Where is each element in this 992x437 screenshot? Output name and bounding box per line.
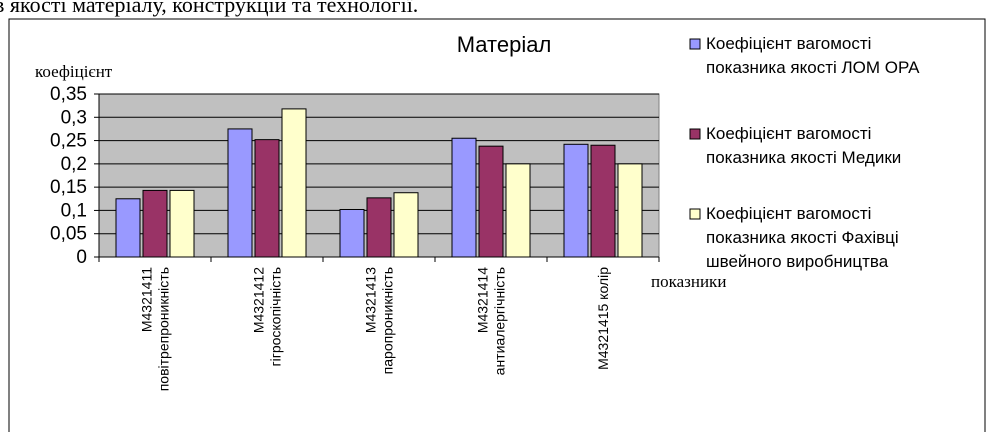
bar	[590, 144, 616, 258]
bar	[505, 163, 531, 258]
bar	[254, 139, 280, 258]
y-tick-label: 0,1	[61, 200, 87, 221]
y-axis-label: коефіцієнт	[35, 62, 113, 81]
chart-title: Матеріал	[457, 32, 552, 57]
bar	[617, 163, 643, 258]
x-tick-label: гігроскопічність	[268, 267, 284, 367]
legend-entry-label: Коефіцієнт вагомості	[706, 124, 871, 143]
y-tick-label: 0,35	[50, 84, 87, 105]
bar	[227, 128, 253, 258]
bar	[281, 108, 307, 258]
y-tick-label: 0	[76, 247, 87, 268]
x-tick-label: М4321415 колір	[595, 267, 611, 370]
bar	[366, 197, 392, 258]
x-tick-label: антиалергічність	[492, 267, 508, 375]
y-tick-labels: 00,05 0,10,150,20,25 0,30,35	[50, 84, 87, 268]
bar	[393, 192, 419, 258]
legend-entry-label: показника якості Фахівці	[706, 228, 899, 247]
y-tick-label: 0,15	[50, 177, 87, 198]
bars	[115, 108, 643, 258]
legend-entry-label: Коефіцієнт вагомості	[706, 204, 871, 223]
x-tick-label: М4321413	[363, 267, 379, 333]
bar	[451, 137, 477, 258]
legend-entry-label: показника якості Медики	[706, 148, 901, 167]
bar	[142, 189, 168, 258]
x-axis-label: показники	[651, 272, 726, 291]
bar	[169, 189, 195, 258]
x-tick-labels: М4321411 повітрепроникність М4321412 гігрос…	[139, 267, 612, 391]
legend-swatch	[689, 128, 701, 140]
bar	[115, 198, 141, 258]
top-caption: в якості матеріалу, конструкцій та техно…	[0, 0, 418, 17]
x-tick-label: М4321411	[139, 267, 155, 332]
legend-entry-label: показника якості ЛОМ ОРА	[706, 58, 920, 77]
legend-swatch	[689, 208, 701, 220]
bar	[563, 143, 589, 258]
bar	[339, 208, 365, 258]
x-tick-label: паропроникність	[380, 267, 396, 374]
x-tick-label: повітрепроникність	[156, 267, 172, 391]
y-tick-label: 0,2	[61, 154, 87, 175]
x-tick-label: М4321414	[475, 267, 491, 333]
legend: Коефіцієнт вагомості показника якості ЛОМ…	[689, 34, 920, 271]
y-tick-label: 0,05	[50, 224, 87, 245]
legend-entry-label: Коефіцієнт вагомості	[706, 34, 871, 53]
axes	[94, 93, 660, 262]
bar	[478, 145, 504, 258]
y-tick-label: 0,25	[50, 131, 87, 152]
legend-entry-label: швейного виробництва	[706, 252, 889, 271]
y-tick-label: 0,3	[61, 107, 87, 128]
legend-swatch	[689, 38, 701, 50]
x-tick-label: М4321412	[251, 267, 267, 333]
